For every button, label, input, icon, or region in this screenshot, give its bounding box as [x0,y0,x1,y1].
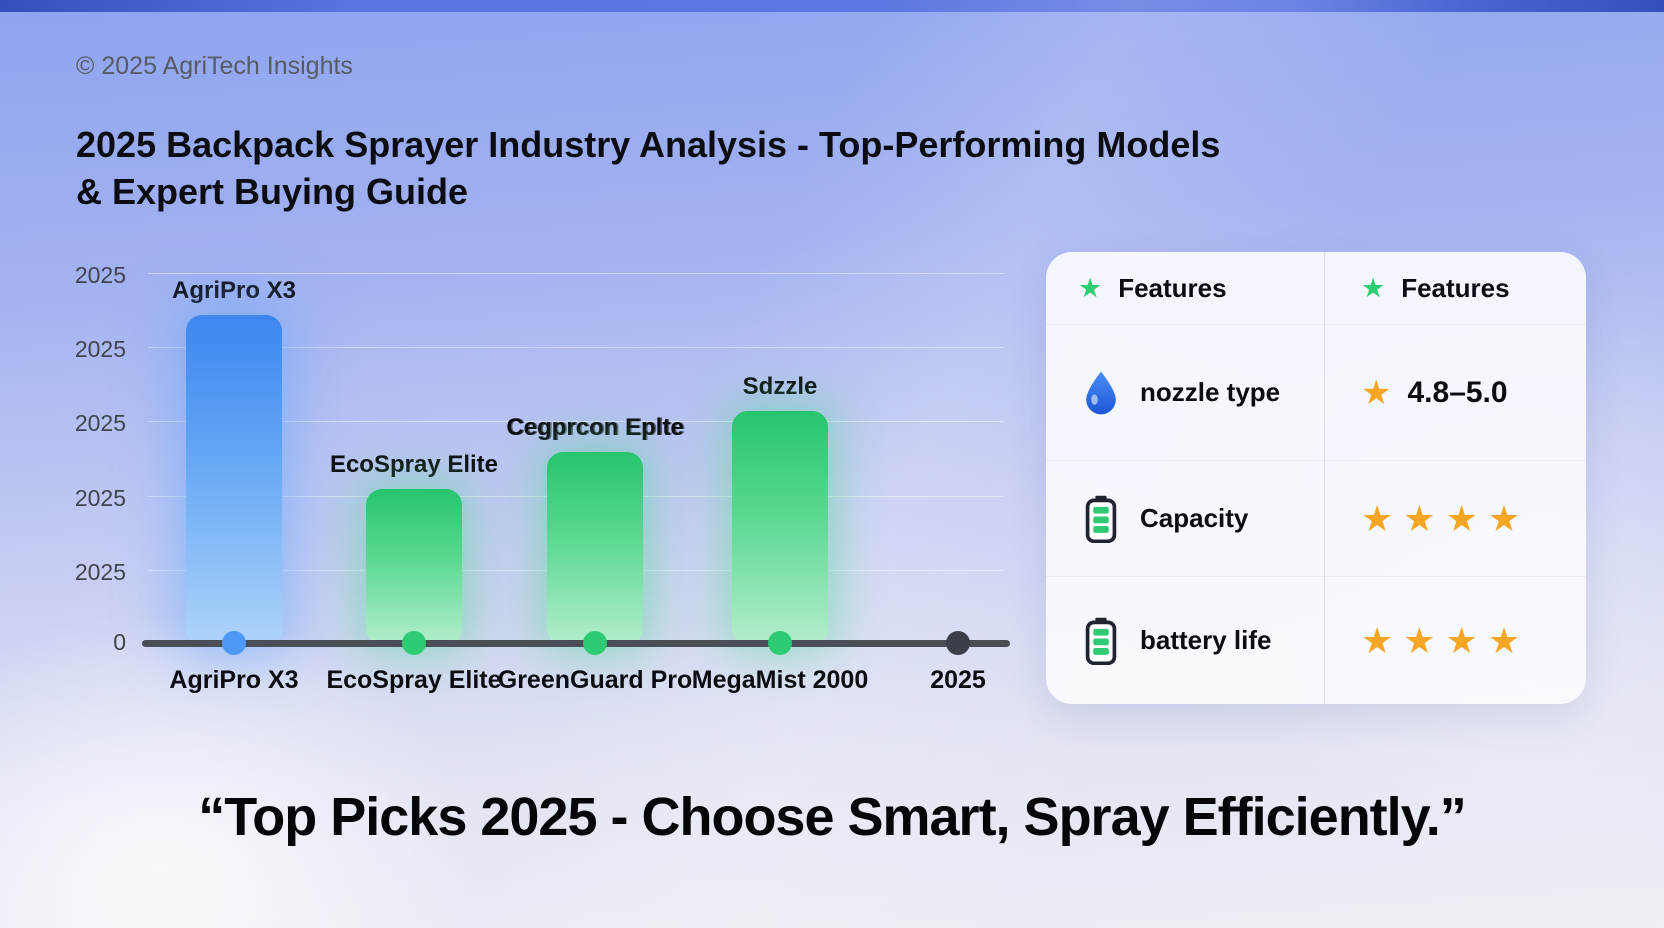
bar-top-label: EcoSpray Elite [329,451,499,479]
x-axis-label: AgriPro X3 [169,666,299,694]
rating-value: 4.8–5.0 [1407,375,1508,409]
bar-group-greenguard-pro: Cegprcon Eplte [500,274,690,645]
water-drop-icon [1078,370,1124,416]
features-header-label: Features [1118,272,1227,303]
x-axis-label: EcoSpray Elite [326,666,502,694]
title-line-1: 2025 Backpack Sprayer Industry Analysis … [76,124,1221,165]
page-title: 2025 Backpack Sprayer Industry Analysis … [76,122,1220,216]
star-icon: ★ [1361,272,1386,303]
rating-row-battery-life: ★★★★ [1324,576,1586,704]
feature-row-battery-life: battery life [1046,576,1324,704]
gridline [148,347,1004,349]
feature-row-capacity: Capacity [1046,460,1324,576]
star-rating-icons: ★★★★ [1361,619,1531,661]
star-icon: ★ [1361,373,1392,412]
bar-group-ecospray-elite: EcoSpray Elite [319,274,509,645]
features-header-right: ★ Features [1324,252,1586,324]
axis-dot-megamist [768,631,792,655]
y-tick-label: 2025 [74,485,126,511]
background-blob-left [0,608,480,928]
features-header-left: ★ Features [1046,252,1324,324]
y-tick-label: 2025 [74,410,126,436]
axis-dot-ecospray [402,631,426,655]
bar-group-agripro-x3: AgriPro X3 [139,274,329,645]
star-rating-icons: ★★★★ [1361,497,1531,539]
feature-label: nozzle type [1140,377,1281,407]
axis-dot-2025 [946,631,970,655]
battery-icon [1078,617,1124,665]
battery-icon [1078,495,1124,543]
x-axis-label: MegaMist 2000 [691,666,869,694]
x-axis-label: GreenGuard Pro [497,666,693,694]
y-tick-label: 2025 [74,559,126,585]
features-card: ★ Features ★ Features nozzle type [1046,252,1586,704]
top-accent-strip [0,0,1664,12]
bar-group-megamist-2000: Sdzzle [685,274,875,645]
bar-top-label: Cegprcon Eplte [506,414,684,442]
title-line-2: & Expert Buying Guide [76,170,469,212]
bottom-quote: “Top Picks 2025 - Choose Smart, Spray Ef… [198,787,1466,847]
bar-chart-plot-area: AgriPro X3 EcoSpray Elite Cegprcon Eplte… [148,273,1004,645]
bar-megamist-2000 [732,411,828,645]
bar-top-label: AgriPro X3 [171,276,297,304]
gridline [148,421,1004,423]
star-icon: ★ [1078,272,1103,303]
feature-label: Capacity [1140,503,1249,533]
bar-greenguard-pro [547,452,643,645]
x-axis-label: 2025 [930,666,986,694]
feature-row-nozzle-type: nozzle type [1046,324,1324,460]
bar-ecospray-elite [366,489,462,645]
axis-dot-agripro [222,631,246,655]
copyright-text: © 2025 AgriTech Insights [76,52,353,80]
bar-agripro-x3 [186,314,282,645]
rating-row-capacity: ★★★★ [1324,460,1586,576]
bar-top-label: Sdzzle [742,373,818,401]
x-axis-line [142,640,1010,647]
axis-dot-greenguard [583,631,607,655]
y-tick-label-zero: 0 [113,629,126,655]
features-header-label: Features [1401,272,1510,303]
y-tick-label: 2025 [74,262,126,288]
gridline [148,273,1004,274]
y-tick-label: 2025 [74,336,126,362]
rating-row-nozzle-type: ★ 4.8–5.0 [1324,324,1586,460]
feature-label: battery life [1140,625,1272,655]
